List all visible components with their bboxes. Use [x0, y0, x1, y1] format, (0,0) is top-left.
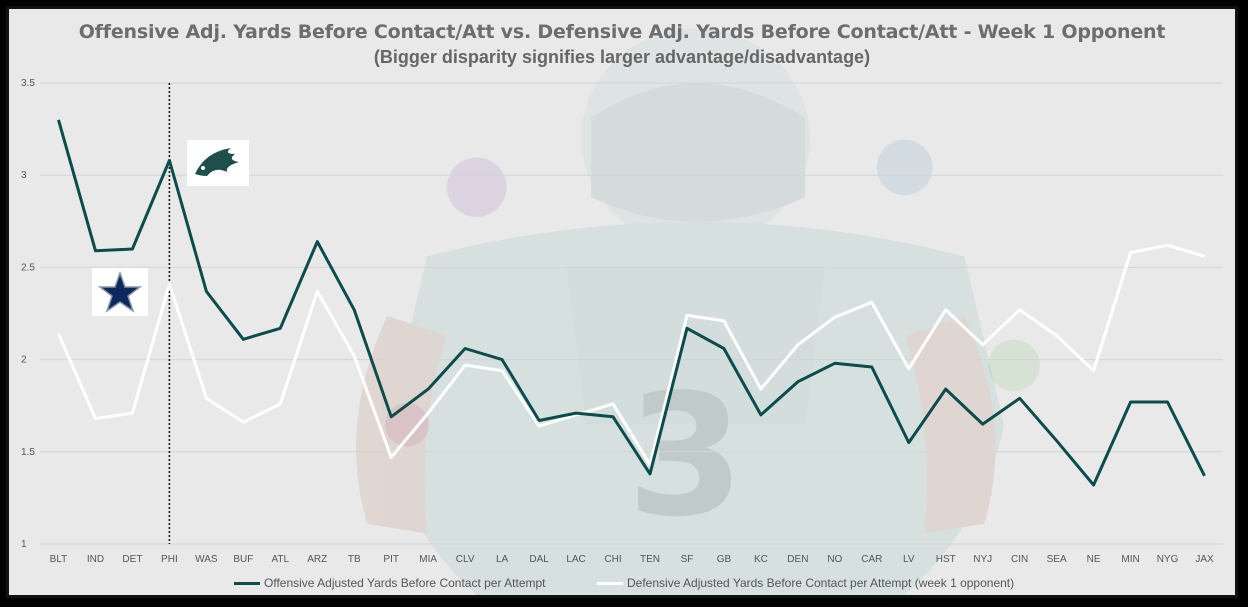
x-tick-label: GB [717, 554, 732, 565]
y-tick-label: 1 [21, 539, 27, 550]
cowboys-star-logo [92, 268, 148, 316]
x-tick-label: JAX [1195, 554, 1214, 565]
y-tick-label: 2.5 [21, 262, 35, 273]
defense-series-line [57, 243, 1205, 467]
x-tick-label: CLV [456, 554, 475, 565]
legend-item-offense: Offensive Adjusted Yards Before Contact … [234, 576, 546, 590]
chart-frame: 3 Offensive Adj. Yards Before Contact/At… [6, 6, 1238, 598]
x-tick-label: CAR [861, 554, 882, 565]
x-tick-label: MIN [1121, 554, 1139, 565]
x-tick-label: NYG [1157, 554, 1179, 565]
x-tick-label: LV [903, 554, 915, 565]
x-axis-ticks: BLT IND DET PHI WAS BUF ATL ARZ TB PIT MIA CLV LA DAL… [50, 554, 1214, 565]
legend-swatch-offense [234, 581, 260, 585]
x-tick-label: ARZ [307, 554, 327, 565]
legend-item-defense: Defensive Adjusted Yards Before Contact … [597, 576, 1014, 590]
legend-label-defense: Defensive Adjusted Yards Before Contact … [627, 576, 1015, 590]
y-tick-label: 1.5 [21, 447, 35, 458]
x-tick-label: CHI [604, 554, 621, 565]
offense-series-line [57, 119, 1206, 487]
y-tick-label: 3.5 [21, 78, 35, 89]
chart-title: Offensive Adj. Yards Before Contact/Att … [78, 21, 1166, 43]
x-tick-label: SF [681, 554, 694, 565]
x-tick-label: DAL [529, 554, 549, 565]
x-tick-label: MIA [419, 554, 437, 565]
legend-label-offense: Offensive Adjusted Yards Before Contact … [264, 576, 546, 590]
x-tick-label: PHI [161, 554, 178, 565]
eagles-logo [187, 140, 249, 186]
x-tick-label: BUF [233, 554, 253, 565]
x-tick-label: WAS [195, 554, 218, 565]
x-tick-label: LAC [566, 554, 585, 565]
y-tick-label: 3 [21, 170, 27, 181]
y-tick-label: 2 [21, 355, 27, 366]
x-tick-label: NE [1087, 554, 1101, 565]
series-lines [57, 119, 1206, 487]
x-tick-label: TB [348, 554, 361, 565]
x-tick-label: SEA [1047, 554, 1067, 565]
x-tick-label: IND [87, 554, 104, 565]
y-axis-ticks: 1 1.5 2 2.5 3 3.5 [21, 78, 35, 550]
x-tick-label: NYJ [973, 554, 992, 565]
x-tick-label: HST [936, 554, 956, 565]
player-watermark-image: 3 [356, 28, 1040, 595]
x-tick-label: TEN [640, 554, 660, 565]
x-tick-label: DEN [787, 554, 808, 565]
line-chart: 1 1.5 2 2.5 3 3.5 BLT IND DET PHI WAS BUF ATL ARZ TB P… [21, 78, 1223, 565]
x-tick-label: DET [122, 554, 142, 565]
x-tick-label: BLT [50, 554, 68, 565]
x-tick-label: ATL [271, 554, 289, 565]
x-tick-label: KC [754, 554, 768, 565]
chart-subtitle: (Bigger disparity signifies larger advan… [373, 47, 871, 67]
legend-swatch-defense [597, 581, 623, 585]
x-tick-label: NO [827, 554, 842, 565]
x-tick-label: CIN [1011, 554, 1028, 565]
x-tick-label: LA [496, 554, 509, 565]
svg-text:3: 3 [627, 357, 745, 553]
x-tick-label: PIT [383, 554, 399, 565]
chart-legend: Offensive Adjusted Yards Before Contact … [9, 576, 1235, 596]
